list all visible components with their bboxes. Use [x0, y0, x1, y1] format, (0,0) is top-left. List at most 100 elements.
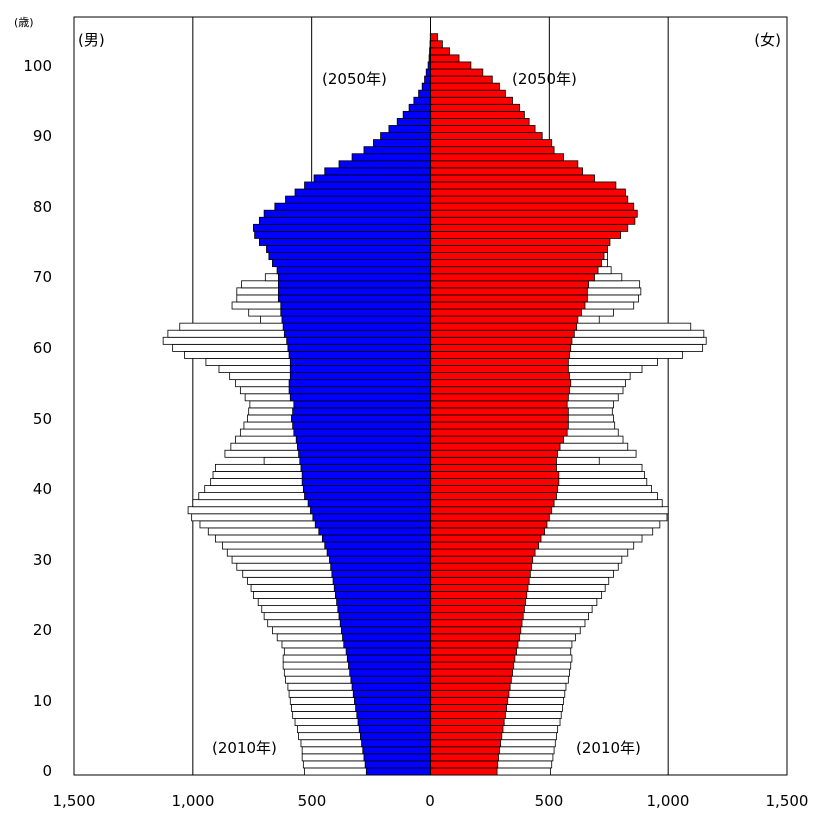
bar-female-2050-age-78: [430, 216, 636, 225]
bar-female-2050-age-103: [430, 40, 443, 49]
bar-male-2050-age-0: [365, 767, 431, 776]
bar-female-2050-age-0: [430, 767, 498, 776]
bar-female-2050-age-83: [430, 181, 617, 190]
bar-male-2050-age-66: [280, 301, 431, 310]
male-2010-label: (2010年): [212, 739, 277, 757]
bar-female-2050-age-29: [430, 562, 532, 571]
bar-female-2050-age-1: [430, 760, 499, 769]
bar-male-2050-age-57: [289, 365, 431, 373]
x-tick-1000: 1,000: [647, 792, 690, 810]
y-tick-50: 50: [33, 410, 52, 428]
bar-male-2050-age-62: [283, 329, 431, 338]
bar-male-2050-age-30: [329, 555, 431, 564]
bar-female-2050-age-21: [430, 619, 523, 628]
bar-female-2050-age-81: [430, 195, 629, 204]
bar-male-2050-age-99: [425, 68, 431, 77]
bar-male-2050-age-77: [253, 223, 431, 232]
bar-female-2050-age-12: [430, 682, 511, 691]
bar-female-2050-age-62: [430, 329, 575, 338]
bar-male-2050-age-19: [342, 633, 431, 642]
bar-male-2050-age-3: [362, 746, 431, 755]
bar-male-2050-age-17: [345, 647, 431, 656]
bar-female-2050-age-75: [430, 238, 611, 246]
female-label: (女): [754, 31, 781, 49]
bar-male-2050-age-47: [295, 435, 431, 444]
bar-male-2050-age-84: [313, 174, 431, 183]
bar-female-2050-age-55: [430, 379, 572, 388]
bar-male-2050-age-7: [357, 718, 431, 726]
bar-male-2050-age-36: [312, 513, 431, 522]
bar-female-2050-age-69: [430, 280, 589, 289]
x-tick-m1000: 1,000: [172, 792, 215, 810]
bar-female-2050-age-6: [430, 725, 504, 734]
bar-female-2050-age-38: [430, 499, 555, 508]
bar-male-2050-age-34: [318, 527, 431, 536]
female-2050-label: (2050年): [512, 70, 577, 88]
y-tick-60: 60: [33, 339, 52, 357]
bar-male-2050-age-48: [293, 428, 431, 437]
bar-female-2050-age-46: [430, 442, 561, 451]
bar-male-2050-age-79: [263, 209, 431, 218]
bar-female-2050-age-100: [430, 61, 472, 70]
bar-female-2050-age-14: [430, 668, 513, 677]
bar-female-2050-age-23: [430, 605, 525, 614]
bar-female-2050-age-11: [430, 689, 510, 698]
bar-male-2050-age-61: [286, 336, 431, 345]
male-2050-label: (2050年): [322, 70, 387, 88]
bar-male-2050-age-2: [363, 753, 431, 762]
bar-female-2050-age-9: [430, 704, 507, 712]
bar-female-2050-age-34: [430, 527, 545, 536]
bar-female-2050-age-61: [430, 336, 573, 345]
bar-female-2050-age-90: [430, 132, 543, 140]
bar-female-2050-age-36: [430, 513, 550, 522]
bar-male-2050-age-14: [349, 668, 431, 677]
bar-female-2050-age-53: [430, 393, 569, 402]
bar-male-2050-age-91: [388, 125, 431, 133]
bar-female-2050-age-102: [430, 47, 450, 56]
bar-female-2050-age-66: [430, 301, 586, 310]
bar-male-2050-age-76: [254, 230, 431, 239]
bar-male-2050-age-63: [282, 322, 431, 331]
bar-female-2050-age-79: [430, 209, 638, 218]
bar-female-2050-age-77: [430, 223, 629, 232]
bar-female-2050-age-43: [430, 463, 557, 472]
bar-female-2050-age-44: [430, 456, 557, 465]
bar-male-2050-age-24: [336, 598, 431, 606]
bar-female-2050-age-96: [430, 89, 506, 98]
female-2010-label: (2010年): [576, 739, 641, 757]
bar-male-2050-age-93: [402, 110, 431, 119]
bar-male-2050-age-1: [364, 760, 431, 769]
bar-female-2050-age-67: [430, 294, 588, 303]
bar-female-2050-age-49: [430, 421, 569, 430]
bar-male-2050-age-97: [421, 82, 431, 91]
bar-female-2050-age-40: [430, 485, 559, 494]
bar-male-2050-age-80: [274, 202, 431, 211]
x-tick-500: 500: [535, 792, 564, 810]
bar-female-2050-age-27: [430, 576, 530, 585]
bar-female-2050-age-31: [430, 548, 536, 557]
bar-female-2050-age-28: [430, 569, 531, 578]
y-tick-40: 40: [33, 480, 52, 498]
bar-female-2050-age-3: [430, 746, 500, 755]
bar-female-2050-age-22: [430, 612, 524, 621]
bar-male-2050-age-20: [340, 626, 431, 635]
bar-female-2050-age-86: [430, 160, 579, 169]
bar-female-2050-age-47: [430, 435, 564, 444]
bar-female-2050-age-89: [430, 139, 553, 148]
bar-female-2050-age-50: [430, 414, 569, 423]
bar-female-2050-age-45: [430, 449, 559, 458]
bar-female-2050-age-52: [430, 400, 568, 409]
bar-male-2050-age-88: [363, 146, 431, 155]
bar-male-2050-age-27: [332, 576, 431, 585]
bar-male-2050-age-26: [333, 583, 431, 592]
y-tick-30: 30: [33, 551, 52, 569]
bar-male-2050-age-86: [338, 160, 431, 169]
y-tick-80: 80: [33, 198, 52, 216]
bar-male-2050-age-41: [301, 478, 431, 486]
bar-male-2050-age-70: [277, 273, 431, 282]
bar-male-2050-age-81: [285, 195, 431, 204]
bar-female-2050-age-4: [430, 739, 502, 748]
bar-male-2050-age-71: [276, 266, 431, 275]
bar-male-2050-age-65: [280, 308, 431, 317]
